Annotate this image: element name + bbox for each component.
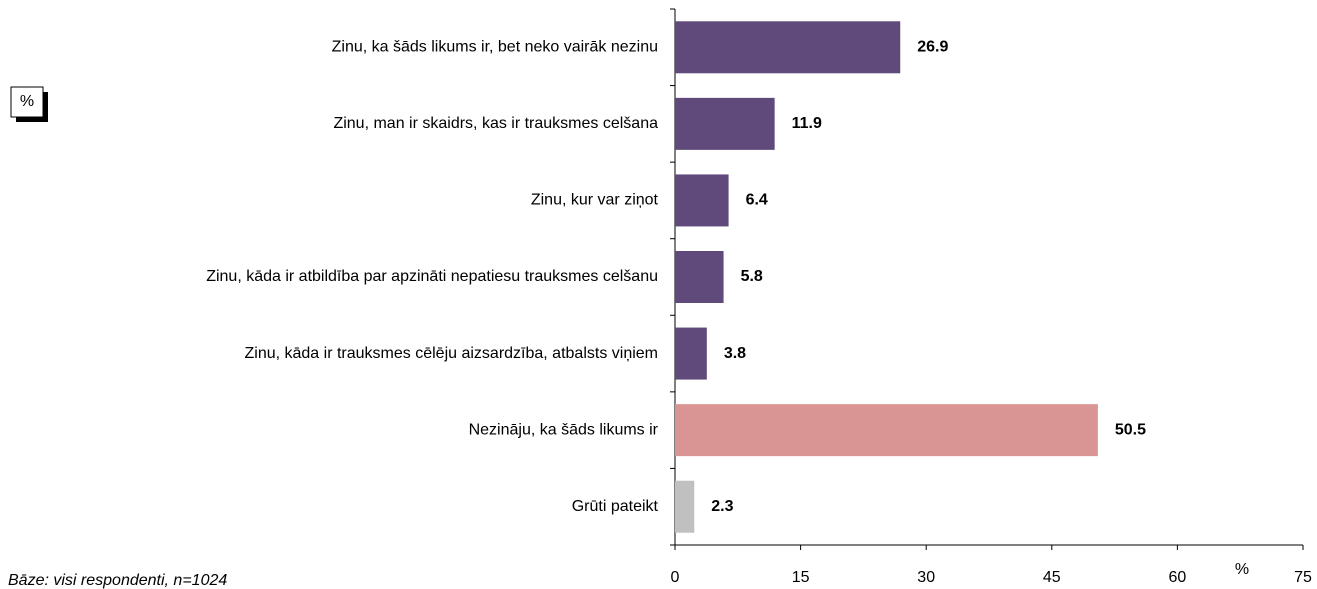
value-label: 2.3: [711, 498, 733, 515]
x-tick-label: 15: [792, 569, 810, 586]
value-label: 5.8: [741, 268, 763, 285]
x-tick-label: 75: [1294, 569, 1312, 586]
bar: [675, 21, 901, 74]
y-tick-label: Grūti pateikt: [572, 498, 659, 515]
bar: [675, 251, 724, 303]
y-tick-label: Zinu, man ir skaidrs, kas ir trauksmes c…: [333, 115, 658, 132]
x-tick-label: 60: [1169, 569, 1187, 586]
y-tick-label: Zinu, kur var ziņot: [531, 192, 659, 209]
x-tick-label: 45: [1043, 569, 1061, 586]
y-tick-label: Zinu, ka šāds likums ir, bet neko vairāk…: [332, 39, 658, 56]
y-tick-label: Zinu, kāda ir atbildība par apzināti nep…: [206, 268, 658, 285]
value-label: 50.5: [1115, 421, 1146, 438]
x-tick-label: 30: [917, 569, 935, 586]
unit-box-label: %: [20, 93, 34, 110]
x-tick-label: 0: [671, 569, 680, 586]
bar: [675, 174, 729, 227]
value-label: 3.8: [724, 345, 746, 362]
bar: [675, 404, 1098, 457]
value-label: 26.9: [917, 39, 948, 56]
y-tick-label: Nezināju, ka šāds likums ir: [469, 421, 659, 438]
bar: [675, 480, 695, 533]
bar: [675, 97, 775, 150]
footnote: Bāze: visi respondenti, n=1024: [8, 572, 227, 589]
unit-box: [10, 86, 44, 118]
value-label: 6.4: [746, 192, 768, 209]
x-axis-label: %: [1235, 561, 1249, 578]
y-tick-label: Zinu, kāda ir trauksmes cēlēju aizsardzī…: [244, 345, 658, 362]
bar: [675, 327, 707, 380]
value-label: 11.9: [792, 115, 822, 132]
